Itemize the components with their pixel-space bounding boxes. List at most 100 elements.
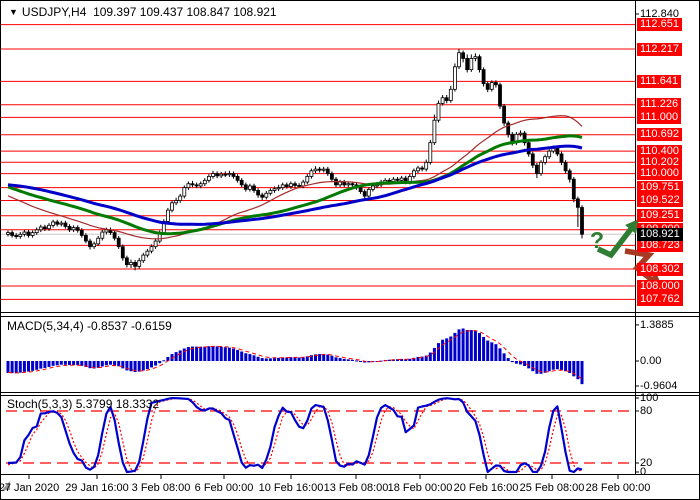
- candle-bear: [481, 69, 486, 85]
- macd-histogram-bar: [256, 356, 260, 361]
- candle-bull: [30, 232, 35, 236]
- macd-histogram-bar: [27, 361, 30, 372]
- macd-histogram-bar: [211, 345, 215, 361]
- macd-histogram-bar: [268, 358, 272, 361]
- candle-bull: [301, 181, 306, 187]
- candle-bull: [47, 224, 51, 230]
- candle-bear: [10, 232, 15, 236]
- macd-histogram-bar: [396, 359, 399, 361]
- macd-scale-label: -0.9604: [640, 379, 678, 392]
- macd-indicator-label: MACD(5,34,4) -0.8537 -0.6159: [7, 319, 172, 333]
- price-scale-label: 112.840: [640, 8, 679, 20]
- macd-histogram-bar: [305, 356, 309, 361]
- macd-histogram-bar: [199, 346, 203, 361]
- symbol-timeframe-label: USDJPY,H4: [21, 5, 87, 19]
- macd-histogram-bar: [387, 359, 391, 361]
- time-axis-label: 18 Feb 00:00: [387, 482, 453, 494]
- candle-bear: [239, 179, 244, 186]
- macd-histogram-bar: [420, 356, 424, 361]
- macd-histogram-bar: [363, 361, 367, 363]
- price-level-badge: 108.302: [637, 262, 683, 276]
- candle-bull: [309, 170, 314, 177]
- candle-bear: [231, 173, 236, 177]
- macd-histogram-bar: [47, 361, 51, 367]
- candle-bull: [145, 250, 150, 256]
- candle-bull: [518, 132, 523, 135]
- candle-bear: [498, 84, 502, 107]
- price-level-badge: 109.522: [637, 193, 683, 207]
- candle-bear: [297, 185, 302, 187]
- stoch-indicator-label: Stoch(5,3,3) 5.3799 18.3332: [7, 397, 160, 411]
- candle-bull: [432, 119, 437, 144]
- macd-histogram-bar: [219, 346, 223, 361]
- macd-histogram-bar: [96, 361, 100, 368]
- macd-histogram-bar: [277, 357, 281, 361]
- candle-bull: [539, 161, 543, 175]
- candle-bull: [428, 142, 433, 163]
- macd-scale-label: 0.00: [640, 355, 662, 367]
- candle-bull: [137, 260, 142, 267]
- candle-bull: [264, 192, 269, 198]
- candle-bear: [63, 222, 68, 227]
- stoch-scale-label: 0: [640, 466, 647, 478]
- up-arrow-head-icon[interactable]: [625, 219, 639, 234]
- price-level-badge: 108.723: [637, 238, 683, 252]
- macd-histogram-bar: [359, 361, 363, 362]
- macd-scale-label: 1.3885: [640, 318, 674, 331]
- candle-bull: [416, 167, 420, 172]
- up-arrow-icon[interactable]: [596, 223, 637, 259]
- stoch-scale-label: 100: [640, 392, 659, 404]
- macd-histogram-bar: [117, 361, 121, 367]
- macd-histogram-bar: [76, 361, 80, 366]
- macd-histogram-bar: [297, 357, 301, 361]
- candle-bull: [272, 188, 277, 191]
- candle-bull: [178, 195, 183, 201]
- dropdown-triangle-icon[interactable]: ▼: [9, 7, 18, 17]
- candle-bear: [420, 167, 425, 170]
- macd-signal-line: [7, 330, 583, 380]
- candle-bear: [14, 235, 19, 237]
- macd-histogram-bar: [551, 361, 555, 370]
- candle-bear: [256, 190, 261, 196]
- price-level-badge: 109.751: [637, 181, 683, 195]
- time-axis-label: 27 Jan 2020: [0, 482, 60, 494]
- candle-bear: [342, 181, 347, 186]
- macd-histogram-bar: [469, 330, 473, 361]
- macd-histogram-bar: [88, 361, 92, 369]
- candle-bear: [252, 185, 256, 191]
- macd-histogram-bar: [334, 357, 338, 361]
- macd-histogram-bar: [486, 340, 490, 361]
- macd-histogram-bar: [10, 361, 14, 374]
- candle-bull: [153, 240, 158, 248]
- macd-histogram-bar: [531, 361, 535, 372]
- candle-bear: [567, 170, 572, 180]
- macd-histogram-bar: [6, 361, 10, 373]
- macd-histogram-bar: [252, 355, 256, 361]
- macd-histogram-bar: [104, 361, 108, 366]
- macd-histogram-bar: [166, 357, 170, 361]
- macd-histogram-bar: [494, 344, 498, 361]
- candle-bull: [186, 183, 191, 189]
- question-mark-annotation[interactable]: ?: [590, 227, 604, 253]
- macd-histogram-bar: [346, 359, 350, 361]
- macd-histogram-bar: [432, 347, 436, 361]
- macd-histogram-bar: [478, 333, 481, 361]
- macd-histogram-bar: [125, 361, 129, 371]
- candle-bull: [219, 173, 224, 177]
- macd-histogram-bar: [424, 355, 428, 361]
- macd-histogram-bar: [273, 358, 276, 361]
- candle-bear: [125, 257, 129, 266]
- candle-bear: [576, 198, 580, 208]
- macd-histogram-bar: [510, 361, 514, 363]
- candle-bull: [202, 179, 207, 185]
- macd-histogram-bar: [318, 354, 322, 361]
- candle-bear: [243, 184, 248, 190]
- macd-histogram-bar: [133, 361, 137, 373]
- candle-bull: [391, 178, 396, 182]
- macd-histogram-bar: [121, 361, 125, 369]
- macd-histogram-bar: [137, 361, 141, 372]
- candle-bull: [469, 57, 474, 71]
- macd-histogram-bar: [322, 353, 326, 361]
- macd-histogram-bar: [236, 349, 240, 361]
